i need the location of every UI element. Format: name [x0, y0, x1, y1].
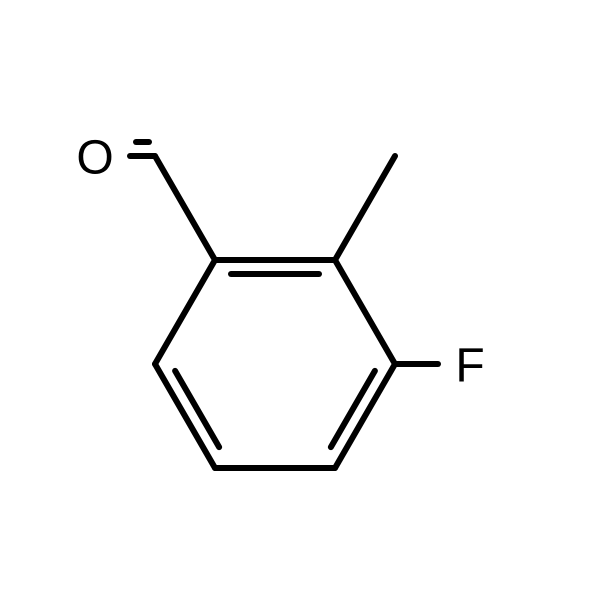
molecule-diagram: OF: [0, 0, 600, 600]
bond-line: [155, 364, 215, 468]
bond-line: [155, 260, 215, 364]
bond-line: [335, 364, 395, 468]
bond-line: [335, 260, 395, 364]
atom-label-f: F: [455, 340, 484, 393]
bond-line: [335, 156, 395, 260]
bond-line: [155, 156, 215, 260]
atom-label-o: O: [76, 132, 113, 185]
